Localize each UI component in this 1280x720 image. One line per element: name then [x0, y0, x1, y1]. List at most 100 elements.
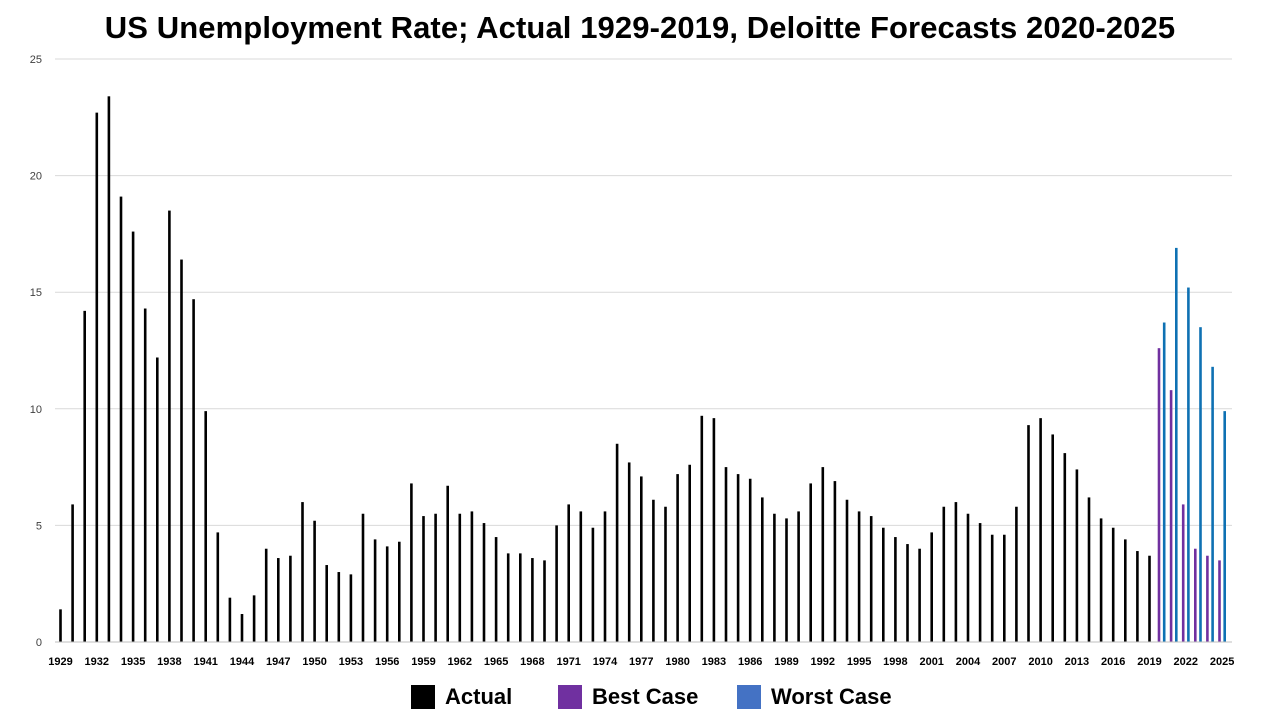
x-tick-label: 1989 — [774, 656, 798, 668]
bar-actual-1997 — [882, 527, 885, 642]
x-tick-label: 1941 — [193, 656, 217, 668]
bar-actual-2000 — [918, 548, 921, 642]
bar-actual-1945 — [252, 595, 256, 642]
bar-actual-1965 — [494, 537, 498, 642]
bar-best-case-2020 — [1157, 348, 1161, 642]
bar-actual-2012 — [1063, 453, 1067, 642]
x-tick-label: 1968 — [520, 656, 544, 668]
bar-actual-1980 — [676, 474, 679, 642]
bar-actual-2010 — [1039, 418, 1042, 642]
bar-actual-2018 — [1136, 551, 1139, 642]
bars — [59, 96, 1226, 642]
y-tick-label: 20 — [30, 171, 42, 183]
gridlines — [55, 58, 1232, 643]
bar-actual-1943 — [228, 597, 232, 642]
x-tick-label: 1938 — [157, 656, 181, 668]
bar-worst-case-2023 — [1199, 327, 1202, 642]
bar-actual-1973 — [591, 527, 595, 642]
legend-item-actual: Actual — [411, 681, 512, 713]
x-tick-label: 2004 — [956, 656, 981, 668]
bar-actual-1955 — [373, 539, 377, 642]
x-tick-label: 1929 — [48, 656, 72, 668]
x-tick-label: 2013 — [1065, 656, 1089, 668]
bar-actual-2014 — [1087, 497, 1091, 642]
bar-actual-1971 — [567, 504, 570, 642]
bar-actual-1995 — [857, 511, 861, 642]
x-tick-label: 1974 — [593, 656, 618, 668]
bar-actual-2019 — [1148, 555, 1151, 642]
bar-actual-1967 — [519, 553, 522, 642]
bar-actual-1979 — [664, 506, 667, 642]
legend: Actual Best Case Worst Case — [0, 681, 1280, 713]
bar-actual-1933 — [107, 96, 111, 642]
legend-label-worst-case: Worst Case — [771, 684, 892, 709]
bar-actual-1996 — [869, 516, 873, 642]
bar-actual-1999 — [906, 544, 909, 642]
bar-actual-1947 — [277, 558, 280, 642]
x-tick-label: 1950 — [302, 656, 326, 668]
bar-worst-case-2021 — [1175, 247, 1178, 642]
y-axis-ticks: 0 5 10 15 20 25 — [30, 54, 42, 649]
x-tick-label: 1959 — [411, 656, 435, 668]
bar-actual-1969 — [543, 560, 546, 642]
x-tick-label: 1965 — [484, 656, 508, 668]
x-tick-label: 1986 — [738, 656, 762, 668]
bar-actual-1993 — [833, 481, 837, 642]
bar-best-case-2023 — [1194, 548, 1197, 642]
bar-actual-1983 — [712, 418, 716, 642]
x-tick-label: 1947 — [266, 656, 290, 668]
bar-actual-1961 — [446, 485, 449, 642]
bar-actual-1972 — [579, 511, 583, 642]
bar-actual-1957 — [398, 541, 401, 642]
bar-best-case-2025 — [1218, 560, 1221, 642]
bar-actual-1954 — [361, 513, 365, 642]
bar-actual-2004 — [966, 513, 970, 642]
bar-worst-case-2020 — [1162, 322, 1166, 642]
x-tick-label: 1944 — [230, 656, 255, 668]
bar-actual-1998 — [894, 537, 897, 642]
bar-actual-1963 — [470, 511, 474, 642]
bar-actual-1952 — [337, 572, 341, 642]
y-tick-label: 10 — [30, 404, 42, 416]
bar-actual-1992 — [821, 467, 825, 642]
x-tick-label: 2022 — [1174, 656, 1198, 668]
bar-actual-1962 — [458, 513, 462, 642]
bar-actual-2005 — [978, 523, 982, 642]
bar-actual-2009 — [1027, 425, 1030, 642]
bar-actual-1987 — [761, 497, 764, 642]
bar-actual-1989 — [785, 518, 788, 642]
bar-actual-1950 — [313, 520, 316, 642]
bar-actual-1966 — [506, 553, 510, 642]
legend-swatch-worst-case — [737, 685, 761, 709]
bar-actual-1940 — [192, 299, 195, 642]
bar-actual-2011 — [1051, 434, 1054, 642]
legend-label-actual: Actual — [445, 684, 513, 709]
x-tick-label: 2010 — [1028, 656, 1052, 668]
bar-actual-1937 — [156, 357, 159, 642]
x-tick-label: 1998 — [883, 656, 907, 668]
x-tick-label: 1983 — [702, 656, 726, 668]
bar-actual-1951 — [325, 565, 328, 642]
x-tick-label: 1980 — [665, 656, 689, 668]
y-tick-label: 0 — [36, 637, 42, 649]
bar-actual-1982 — [700, 415, 704, 642]
x-tick-label: 1962 — [448, 656, 472, 668]
bar-worst-case-2024 — [1211, 366, 1214, 642]
x-tick-label: 1977 — [629, 656, 653, 668]
bar-actual-2007 — [1003, 534, 1006, 642]
bar-best-case-2024 — [1206, 555, 1209, 642]
bar-worst-case-2022 — [1187, 287, 1190, 642]
bar-actual-1975 — [615, 443, 619, 642]
x-tick-label: 1992 — [811, 656, 835, 668]
bar-actual-1942 — [216, 532, 220, 642]
bar-actual-1990 — [797, 511, 800, 642]
legend-swatch-actual — [411, 685, 435, 709]
bar-actual-2003 — [954, 502, 958, 642]
bar-actual-2013 — [1075, 469, 1079, 642]
x-tick-label: 2001 — [919, 656, 943, 668]
bar-actual-1953 — [349, 574, 353, 642]
legend-label-best-case: Best Case — [592, 684, 699, 709]
bar-actual-1944 — [240, 614, 244, 642]
y-tick-label: 15 — [30, 287, 42, 299]
